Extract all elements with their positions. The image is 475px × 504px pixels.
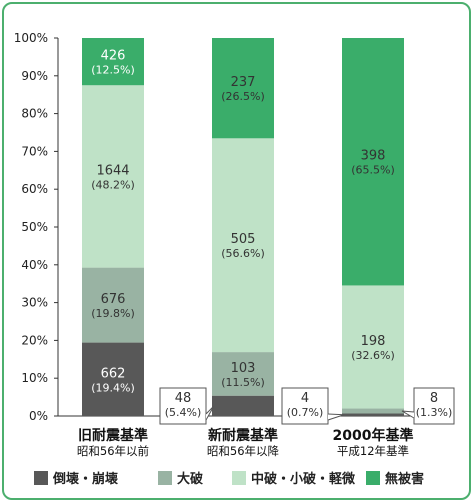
data-label-value: 8 [430, 391, 438, 406]
bar-segment [82, 85, 144, 268]
percent-value: 65.5% [356, 164, 391, 177]
y-tick-label: 20% [21, 333, 48, 347]
data-label-percent: (1.3%) [416, 406, 453, 419]
category-sublabel: 昭和56年以降 [207, 444, 280, 458]
y-tick-label: 80% [21, 107, 48, 121]
callout-box [159, 387, 207, 425]
y-tick-label: 0% [29, 409, 48, 423]
data-label-percent: (11.5%) [221, 376, 265, 389]
y-tick-label: 100% [14, 31, 48, 45]
bar-segment [212, 352, 274, 396]
callout-pointer [205, 405, 215, 421]
data-label-value: 103 [231, 361, 256, 376]
callout-pointer [401, 410, 415, 419]
percent-value: 11.5% [226, 376, 261, 389]
data-label-percent: (48.2%) [91, 178, 135, 191]
legend-swatch [366, 471, 380, 485]
bar-segment [82, 342, 144, 416]
category-sublabel: 昭和56年以前 [77, 444, 149, 458]
legend-label: 倒壊・崩壊 [52, 471, 119, 487]
y-tick-label: 70% [21, 144, 48, 158]
chart-frame [2, 2, 471, 500]
bar-segment [342, 38, 404, 286]
bar-segment [342, 408, 404, 414]
y-tick-label: 60% [21, 182, 48, 196]
percent-value: 26.5% [226, 90, 261, 103]
data-label-percent: (19.8%) [91, 307, 135, 320]
category-sublabel: 平成12年基準 [337, 444, 409, 458]
data-label-value: 1644 [96, 163, 129, 178]
bars [82, 38, 404, 416]
data-labels: 662(19.4%) 676(19.8%) 1644(48.2%) 426(12.5%… [91, 49, 455, 425]
y-tick-label: 40% [21, 258, 48, 272]
legend-swatch [34, 471, 48, 485]
legend-label: 無被害 [385, 471, 424, 487]
percent-value: 32.6% [356, 349, 391, 362]
legend-label: 中破・小破・軽微 [251, 471, 356, 487]
data-label-value: 426 [101, 49, 126, 64]
category-label: 旧耐震基準 [78, 427, 148, 444]
data-label-value: 4 [301, 391, 309, 406]
y-tick-label: 10% [21, 371, 48, 385]
data-label-percent: (0.7%) [287, 406, 324, 419]
category-label: 新耐震基準 [208, 427, 278, 444]
percent-value: 5.4% [169, 406, 197, 419]
legend-swatch [232, 471, 246, 485]
legend: 倒壊・崩壊 大破 中破・小破・軽微 無被害 [34, 471, 424, 487]
bar-segment [212, 38, 274, 139]
y-tick-label: 90% [21, 69, 48, 83]
data-label-percent: (56.6%) [221, 247, 265, 260]
percent-value: 1.3% [420, 406, 448, 419]
callout-box [281, 387, 329, 425]
legend-swatch [158, 471, 172, 485]
data-label-value: 662 [101, 366, 126, 381]
data-label-percent: (26.5%) [221, 90, 265, 103]
bar-segment [82, 267, 144, 343]
bar-segment [212, 395, 274, 416]
data-label-value: 237 [231, 75, 256, 90]
percent-value: 19.8% [96, 307, 131, 320]
data-label-value: 676 [101, 292, 126, 307]
percent-value: 56.6% [226, 247, 261, 260]
percent-value: 19.4% [96, 381, 131, 394]
data-label-percent: (19.4%) [91, 381, 135, 394]
bar-segment [212, 138, 274, 353]
callout-pointer [327, 413, 345, 421]
percent-value: 0.7% [291, 406, 319, 419]
legend-label: 大破 [177, 471, 203, 487]
bar-segment [342, 413, 404, 416]
data-label-percent: (12.5%) [91, 64, 135, 77]
category-label: 2000年基準 [333, 427, 414, 444]
data-label-value: 505 [231, 232, 256, 247]
bar-segment [82, 38, 144, 86]
data-label-value: 48 [175, 391, 192, 406]
data-label-percent: (32.6%) [351, 349, 395, 362]
percent-value: 12.5% [96, 64, 131, 77]
y-tick-label: 50% [21, 220, 48, 234]
percent-value: 48.2% [96, 178, 131, 191]
data-label-value: 398 [361, 149, 386, 164]
callout-box [413, 387, 455, 425]
data-label-percent: (65.5%) [351, 164, 395, 177]
data-label-percent: (5.4%) [165, 406, 202, 419]
y-tick-label: 30% [21, 296, 48, 310]
data-label-value: 198 [361, 334, 386, 349]
bar-segment [342, 285, 404, 409]
y-axis: 0% 10% 20% 30% 40% 50% 60% 70% 80% 90% 100% [14, 31, 412, 423]
